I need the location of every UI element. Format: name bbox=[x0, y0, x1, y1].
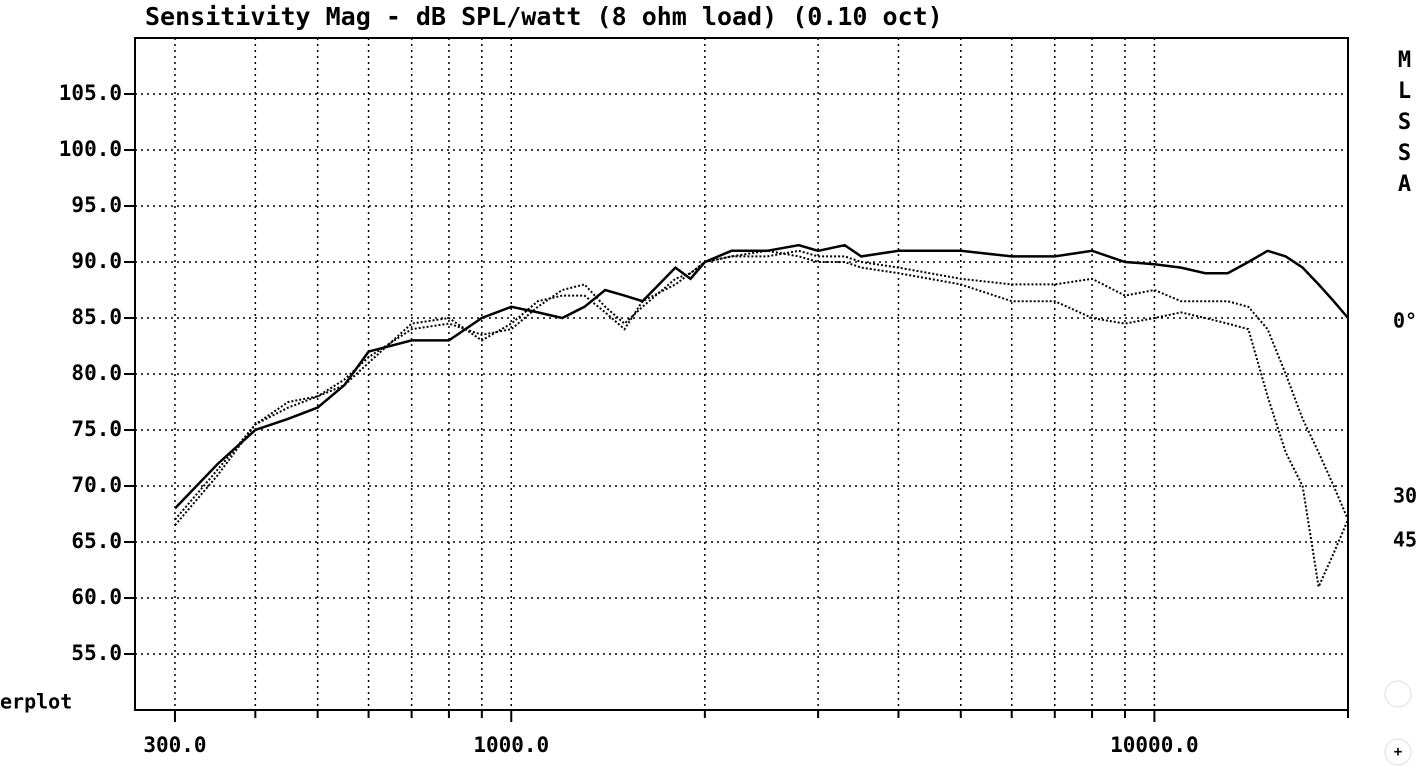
y-tick-label: 55.0 bbox=[71, 641, 122, 665]
series-line bbox=[174, 243, 1349, 510]
series-line bbox=[174, 249, 1349, 521]
add-icon: + bbox=[1394, 744, 1402, 760]
x-tick-label: 300.0 bbox=[143, 733, 206, 757]
y-tick-label: 80.0 bbox=[71, 361, 122, 385]
y-tick-label: 90.0 bbox=[71, 249, 122, 273]
y-tick-label: 60.0 bbox=[71, 585, 122, 609]
y-tick-label: 105.0 bbox=[59, 81, 122, 105]
legend-label: 30 bbox=[1393, 484, 1417, 508]
x-tick-label: 1000.0 bbox=[473, 733, 549, 757]
series-line bbox=[174, 249, 1349, 591]
brand-label: MLSSA bbox=[1392, 48, 1417, 203]
y-tick-label: 95.0 bbox=[71, 193, 122, 217]
zoom-button[interactable] bbox=[1384, 680, 1412, 708]
y-tick-label: 100.0 bbox=[59, 137, 122, 161]
add-button[interactable] bbox=[1384, 738, 1412, 766]
legend-label: 0° bbox=[1393, 309, 1417, 333]
chart-title: Sensitivity Mag - dB SPL/watt (8 ohm loa… bbox=[145, 2, 943, 31]
x-tick-label: 10000.0 bbox=[1110, 733, 1199, 757]
legend-label: 45 bbox=[1393, 528, 1417, 552]
corner-label: erplot bbox=[0, 690, 72, 714]
y-tick-label: 75.0 bbox=[71, 417, 122, 441]
y-tick-label: 65.0 bbox=[71, 529, 122, 553]
y-tick-label: 85.0 bbox=[71, 305, 122, 329]
y-tick-label: 70.0 bbox=[71, 473, 122, 497]
